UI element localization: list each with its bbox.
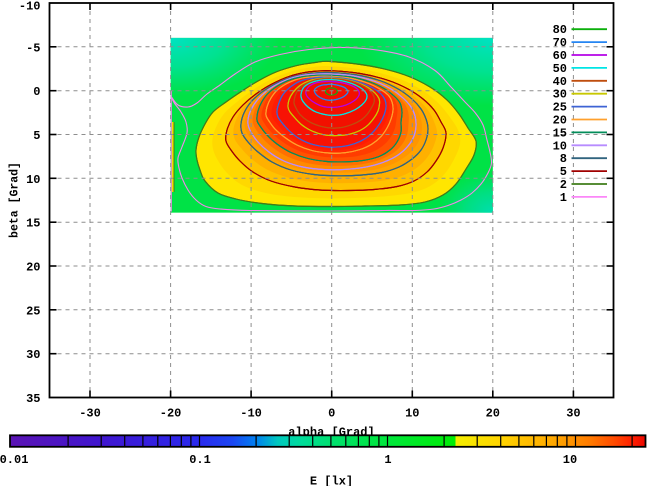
svg-text:-10: -10 <box>240 407 262 421</box>
svg-text:1: 1 <box>384 453 391 467</box>
svg-text:25: 25 <box>26 304 40 318</box>
svg-text:-10: -10 <box>19 0 41 14</box>
svg-text:40: 40 <box>553 75 567 89</box>
svg-text:60: 60 <box>553 49 567 63</box>
svg-text:-5: -5 <box>26 41 40 55</box>
svg-text:80: 80 <box>553 23 567 37</box>
svg-text:20: 20 <box>553 114 567 128</box>
svg-text:50: 50 <box>553 62 567 76</box>
svg-text:2: 2 <box>560 178 567 192</box>
svg-text:30: 30 <box>566 407 580 421</box>
svg-text:70: 70 <box>553 36 567 50</box>
svg-text:1: 1 <box>560 191 567 205</box>
svg-text:15: 15 <box>553 126 567 140</box>
svg-text:beta [Grad]: beta [Grad] <box>9 162 22 238</box>
svg-text:-30: -30 <box>79 407 101 421</box>
svg-text:8: 8 <box>560 152 567 166</box>
svg-text:35: 35 <box>26 392 40 406</box>
svg-text:20: 20 <box>26 261 40 275</box>
svg-text:10: 10 <box>405 407 419 421</box>
svg-text:0: 0 <box>328 407 335 421</box>
svg-text:-20: -20 <box>160 407 182 421</box>
svg-text:30: 30 <box>553 88 567 102</box>
svg-text:30: 30 <box>26 348 40 362</box>
svg-text:10: 10 <box>553 139 567 153</box>
svg-text:25: 25 <box>553 101 567 115</box>
svg-text:15: 15 <box>26 217 40 231</box>
svg-text:10: 10 <box>563 453 577 467</box>
svg-text:20: 20 <box>486 407 500 421</box>
svg-text:0.1: 0.1 <box>189 453 211 467</box>
svg-text:E [lx]: E [lx] <box>310 475 353 487</box>
svg-text:5: 5 <box>33 129 40 143</box>
svg-text:0: 0 <box>33 85 40 99</box>
svg-text:5: 5 <box>560 165 567 179</box>
svg-text:0.01: 0.01 <box>0 453 28 467</box>
svg-text:10: 10 <box>26 173 40 187</box>
